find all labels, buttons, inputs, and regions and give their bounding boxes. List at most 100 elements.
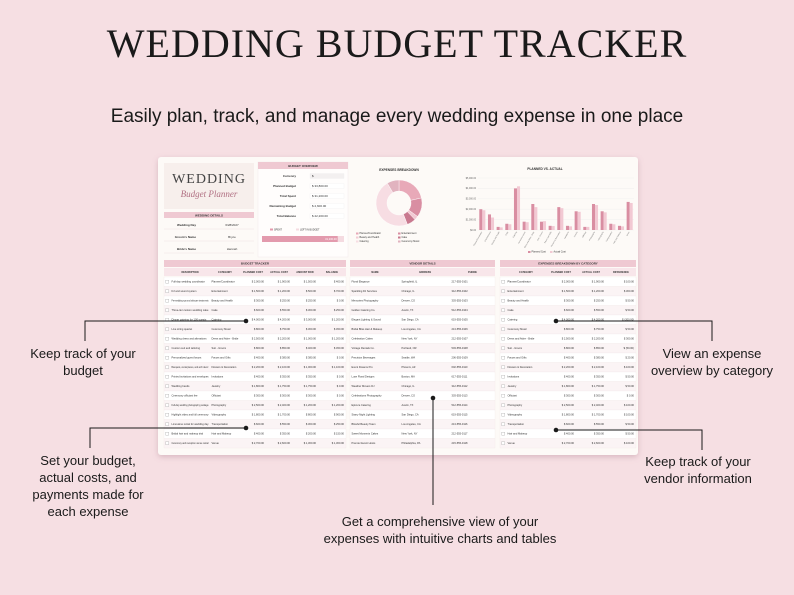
table-cell: $ 250.00	[306, 299, 317, 303]
table-cell: Celebration Cakes	[352, 337, 374, 341]
table-cell: $ 2,200.00	[592, 337, 605, 341]
table-cell: Memories Photography	[352, 299, 380, 303]
callout-text: Get a comprehensive view of your	[342, 514, 539, 529]
overview-value: $ 2,600.00	[312, 204, 327, 208]
checkbox	[501, 337, 505, 341]
legend-label: Beauty and Health	[360, 236, 380, 239]
bar	[517, 186, 521, 230]
table-cell: Ceremony and reception venue rental	[172, 441, 209, 445]
table-cell: Philadelphia, PA	[402, 441, 421, 445]
table-cell: 215-555-0118	[452, 441, 469, 445]
bar	[505, 223, 509, 230]
callout-dot	[243, 425, 249, 431]
table-cell: $ 4,200.00	[278, 318, 291, 322]
table-cell: $ (200.00)	[622, 318, 634, 322]
bar	[629, 202, 633, 230]
table-cell: $ 2,600.00	[278, 441, 291, 445]
checkbox	[501, 308, 505, 312]
checkbox	[165, 432, 169, 436]
table-cell: 312-555-0102	[452, 289, 469, 293]
legend-swatch	[528, 251, 531, 253]
table-cell: Floral Elegance	[352, 280, 371, 284]
column-header: CATEGORY	[218, 271, 232, 274]
table-cell: $ 1,500.00	[304, 280, 317, 284]
table-cell: $ 1,900.00	[278, 280, 291, 284]
table-cell: Venue	[508, 441, 516, 445]
table-cell: $ 2,200.00	[278, 337, 291, 341]
checkbox	[501, 346, 505, 350]
column-header: ACTUAL COST	[270, 271, 288, 274]
bar	[600, 211, 604, 230]
table-cell: Full-day wedding coordinator	[172, 280, 205, 284]
checkbox	[501, 356, 505, 360]
checkbox	[165, 394, 169, 398]
table-cell: 212-555-0107	[452, 337, 469, 341]
overview-value: $	[312, 174, 314, 178]
legend-label: Catering	[360, 240, 370, 243]
checkbox	[501, 375, 505, 379]
section-title: WEDDING DETAILS	[195, 213, 223, 217]
table-cell: $ 1,700.00	[592, 413, 605, 417]
checkbox	[165, 289, 169, 293]
table-cell: Full-day wedding photography package	[172, 403, 209, 407]
overview-cell	[309, 203, 345, 209]
legend-label: Planned Cost	[532, 251, 547, 254]
table-header-band	[164, 268, 346, 276]
table-title-band	[350, 260, 495, 267]
checkbox	[501, 365, 505, 369]
detail-value: 6/28/2027	[225, 223, 239, 227]
x-tick-label: Cake	[505, 232, 509, 237]
table-cell: $ 550.00	[594, 308, 605, 312]
x-tick-label: Catering	[512, 231, 518, 238]
table-row	[349, 276, 496, 287]
checkbox	[165, 403, 169, 407]
x-tick-label: Invitations	[563, 231, 570, 240]
table-cell: Boston, MA	[402, 375, 416, 379]
table-cell: 212-555-0117	[452, 432, 469, 436]
table-cell: DJ and sound system	[172, 289, 197, 293]
table-cell: $ 2,700.00	[562, 441, 575, 445]
table-cell: $ 2,500.00	[252, 403, 265, 407]
table-cell: San Diego, CA	[402, 413, 419, 417]
y-tick-label: $5,000.00	[466, 178, 477, 180]
x-tick-label: Jewelry	[574, 231, 579, 237]
y-tick-label: $1,000.00	[466, 219, 477, 221]
section-title: BUDGET OVERVIEW	[288, 164, 318, 168]
callout-text: Set your budget,	[40, 453, 135, 468]
bar	[531, 204, 535, 230]
table-cell: $ 100.00	[624, 441, 635, 445]
table-cell: $ 800.00	[306, 413, 317, 417]
table-cell: $ 300.00	[306, 422, 317, 426]
table-cell: $ 1,300.00	[332, 441, 345, 445]
legend-swatch	[270, 228, 273, 231]
legend-label: Ceremony Music	[402, 240, 421, 243]
bar	[508, 224, 512, 230]
bar	[479, 209, 483, 230]
checkbox	[501, 299, 505, 303]
table-cell: Invitations	[212, 375, 224, 379]
table-cell: Jewelry	[212, 384, 221, 388]
column-header: DESCRIPTION	[181, 271, 198, 274]
legend-label: SPENT	[274, 228, 283, 231]
table-cell: Premier Event Hosts	[352, 441, 376, 445]
table-cell: $ 900.00	[334, 413, 345, 417]
table-cell: $ 350.00	[280, 432, 291, 436]
table-cell: Invitations	[508, 375, 520, 379]
callout-dot	[430, 395, 436, 401]
table-cell: Precision Beverages	[352, 356, 376, 360]
checkbox	[165, 299, 169, 303]
table-cell: $ 800.00	[254, 346, 265, 350]
bar	[560, 208, 564, 230]
checkbox	[501, 422, 505, 426]
checkbox	[501, 384, 505, 388]
table-cell: $ 50.00	[625, 384, 634, 388]
x-tick-label: Suit - Groom	[536, 231, 544, 242]
checkbox	[165, 441, 169, 445]
logo-subtitle: Budget Planner	[181, 189, 238, 199]
y-tick-label: $3,000.00	[466, 199, 477, 201]
table-cell: $ 1,200.00	[332, 337, 345, 341]
table-cell: $ 250.00	[280, 299, 291, 303]
bar	[513, 188, 517, 230]
table-cell: 503-555-0108	[452, 346, 469, 350]
